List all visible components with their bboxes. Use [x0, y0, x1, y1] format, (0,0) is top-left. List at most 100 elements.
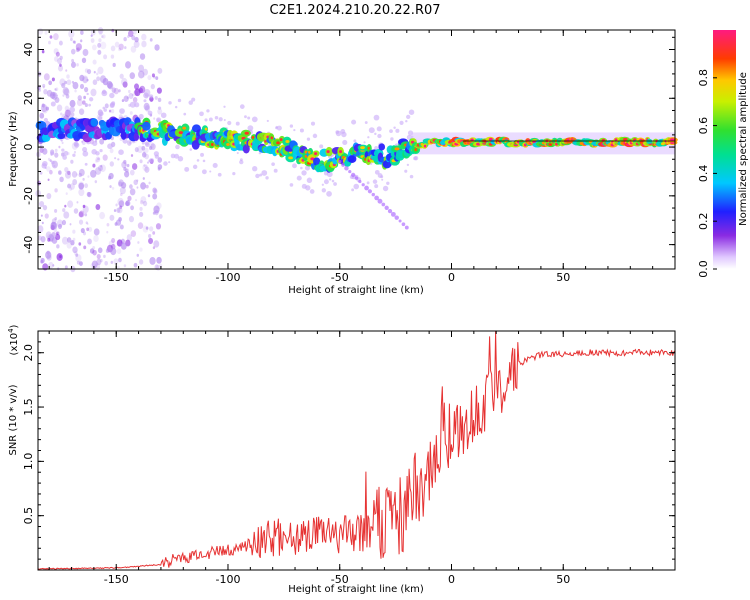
- noise-dot: [39, 144, 43, 148]
- colorbar-gradient: [713, 30, 736, 269]
- spectral-blob: [133, 132, 140, 142]
- noise-dot: [54, 217, 58, 221]
- noise-dot: [86, 92, 89, 96]
- noise-dot: [148, 145, 153, 151]
- noise-dot: [353, 183, 360, 190]
- noise-dot: [150, 83, 155, 90]
- noise-dot: [120, 182, 127, 189]
- noise-dot: [107, 82, 114, 90]
- noise-dot: [126, 234, 133, 241]
- noise-dot: [127, 195, 132, 201]
- noise-dot: [140, 182, 147, 190]
- noise-dot: [101, 89, 107, 94]
- noise-dot: [206, 109, 210, 113]
- noise-dot: [386, 181, 390, 186]
- noise-dot: [168, 101, 172, 105]
- noise-dot: [128, 30, 134, 38]
- noise-dot: [275, 125, 278, 129]
- noise-dot: [128, 89, 131, 94]
- noise-dot: [93, 235, 99, 243]
- noise-dot: [58, 40, 63, 46]
- noise-dot: [78, 211, 84, 218]
- noise-dot: [293, 128, 296, 132]
- noise-dot: [49, 169, 53, 175]
- noise-dot: [39, 112, 45, 119]
- noise-dot: [61, 148, 65, 152]
- noise-dot: [82, 177, 85, 181]
- noise-dot: [136, 179, 139, 182]
- noise-dot: [367, 136, 370, 139]
- spectral-blob: [313, 157, 321, 166]
- noise-dot: [123, 37, 127, 42]
- noise-dot: [130, 45, 137, 53]
- noise-dot: [129, 72, 136, 80]
- noise-dot: [88, 226, 93, 232]
- noise-dot: [110, 247, 117, 256]
- noise-dot: [49, 35, 53, 39]
- noise-dot: [133, 262, 138, 268]
- noise-dot: [41, 221, 44, 225]
- noise-dot: [61, 141, 64, 145]
- spectral-branch-dot: [361, 183, 365, 187]
- noise-dot: [86, 227, 90, 232]
- noise-dot: [148, 181, 151, 185]
- noise-dot: [53, 33, 59, 41]
- noise-dot: [67, 170, 71, 176]
- noise-dot: [78, 182, 85, 190]
- colorbar-tick-label: 0.6: [697, 117, 710, 135]
- noise-dot: [80, 39, 83, 43]
- noise-dot: [156, 117, 162, 123]
- noise-dot: [40, 236, 46, 243]
- noise-dot: [78, 210, 85, 218]
- spectrogram-y-ticks: -40 -20 0 20 40: [22, 36, 675, 270]
- noise-dot: [42, 204, 48, 211]
- noise-dot: [105, 248, 110, 253]
- noise-dot: [97, 115, 103, 121]
- noise-dot: [157, 97, 162, 103]
- noise-dot: [132, 29, 137, 35]
- noise-dot: [119, 73, 124, 79]
- noise-dot: [123, 264, 127, 268]
- spectral-branch-dot: [364, 185, 369, 191]
- noise-dot: [65, 69, 68, 72]
- noise-dot: [104, 103, 109, 109]
- noise-dot: [72, 229, 76, 234]
- noise-dot: [148, 237, 154, 245]
- noise-dot: [62, 87, 69, 95]
- snr-panel: -150 -100 -50 0 50 0.5 1.0 1.5 2.0 Height of st…: [7, 324, 676, 595]
- noise-dot: [125, 61, 132, 69]
- noise-dot: [61, 236, 69, 245]
- spectral-branch-dot: [377, 198, 383, 204]
- noise-dot: [157, 167, 161, 171]
- spectral-peak: [251, 135, 255, 139]
- noise-dot: [42, 86, 45, 89]
- noise-dot: [92, 140, 98, 147]
- noise-dot: [64, 171, 72, 179]
- noise-dot: [67, 183, 71, 189]
- noise-dot: [115, 203, 118, 207]
- noise-dot: [299, 128, 304, 133]
- noise-dot: [129, 169, 135, 176]
- noise-dot: [55, 87, 59, 92]
- noise-dot: [133, 179, 138, 186]
- noise-dot: [251, 116, 258, 123]
- noise-dot: [192, 164, 198, 170]
- spectral-peak: [308, 150, 311, 154]
- noise-dot: [67, 200, 74, 208]
- noise-dot: [71, 58, 75, 63]
- noise-dot: [50, 101, 56, 107]
- noise-dot: [97, 66, 104, 75]
- noise-dot: [70, 240, 75, 246]
- noise-dot: [128, 215, 135, 223]
- noise-dot: [69, 99, 76, 108]
- noise-dot: [393, 126, 396, 130]
- noise-dot: [90, 34, 93, 37]
- noise-dot: [76, 201, 79, 204]
- spectral-branch-dot: [394, 215, 399, 220]
- noise-dot: [351, 119, 357, 125]
- noise-dot: [147, 75, 152, 81]
- noise-dot: [59, 78, 66, 86]
- noise-dot: [96, 253, 101, 260]
- noise-dot: [306, 137, 311, 141]
